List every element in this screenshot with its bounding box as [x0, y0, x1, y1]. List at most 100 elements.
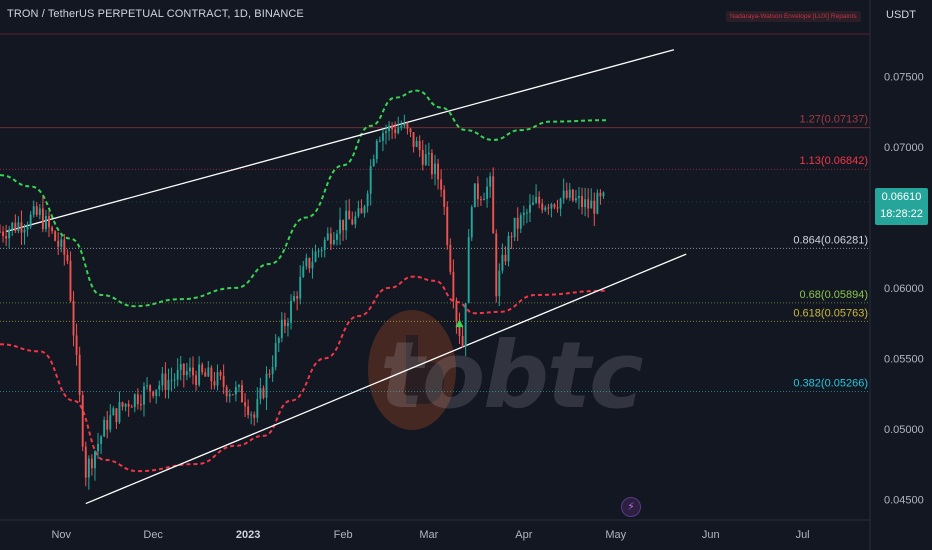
- candle-body: [323, 239, 326, 250]
- upper-envelope: [0, 89, 607, 308]
- candle-body: [97, 443, 99, 452]
- candle-body: [244, 402, 247, 407]
- candle-body: [565, 190, 568, 198]
- candle-body: [483, 198, 485, 200]
- candle-body: [430, 152, 433, 175]
- candle-body: [5, 236, 8, 239]
- candle-body: [513, 217, 516, 238]
- candle-body: [54, 231, 57, 241]
- candle-body: [2, 231, 5, 237]
- candle-body: [467, 237, 470, 304]
- candle-body: [538, 196, 541, 204]
- candle-body: [158, 385, 161, 390]
- candle-body: [354, 216, 357, 225]
- candle-body: [412, 132, 415, 147]
- candle-body: [161, 373, 164, 386]
- candle-body: [139, 404, 142, 406]
- candle-body: [516, 217, 519, 229]
- candle-body: [299, 276, 302, 299]
- candle-body: [143, 386, 145, 405]
- candle-body: [90, 458, 93, 469]
- candle-body: [179, 363, 182, 370]
- candle-body: [136, 394, 139, 405]
- candle-body: [185, 371, 188, 376]
- candle-body: [222, 375, 225, 387]
- y-tick-label: 0.05500: [884, 353, 924, 365]
- currency-label[interactable]: USDT: [886, 9, 916, 21]
- candle-body: [14, 222, 17, 232]
- candle-body: [38, 208, 41, 215]
- symbol-header[interactable]: TRON / TetherUS PERPETUAL CONTRACT, 1D, …: [7, 8, 304, 20]
- candle-body: [45, 215, 47, 230]
- candle-body: [489, 176, 492, 187]
- lightning-bolt-icon[interactable]: ⚡: [621, 497, 641, 517]
- candle-body: [293, 295, 296, 301]
- indicator-badge[interactable]: Nadaraya-Watson Envelope [LUX] Repaints: [726, 11, 861, 22]
- candle-body: [29, 214, 32, 227]
- candle-body: [342, 219, 345, 231]
- candle-body: [326, 233, 329, 240]
- y-tick-label: 0.05000: [884, 424, 924, 436]
- candle-body: [146, 385, 148, 387]
- lower-channel-line: [85, 253, 687, 505]
- candle-body: [504, 254, 507, 262]
- candle-body: [302, 266, 305, 277]
- candle-body: [357, 208, 360, 217]
- candle-body: [11, 222, 14, 230]
- candle-body: [339, 219, 341, 234]
- candle-body: [599, 192, 602, 197]
- x-tick-label: Jun: [702, 529, 720, 541]
- candle-body: [593, 200, 596, 214]
- candle-body: [317, 250, 320, 252]
- candle-body: [311, 261, 314, 269]
- candle-body: [216, 372, 219, 386]
- x-tick-label: Apr: [515, 529, 532, 541]
- candle-body: [115, 408, 118, 423]
- candle-body: [596, 192, 599, 214]
- candle-body: [406, 123, 409, 129]
- candle-body: [48, 215, 50, 228]
- x-tick-label: Dec: [143, 529, 163, 541]
- candle-body: [103, 419, 106, 437]
- fib-level-label: 1.13(0.06842): [800, 155, 869, 167]
- candle-body: [320, 249, 323, 251]
- candle-body: [305, 258, 308, 267]
- candle-body: [250, 414, 253, 416]
- candle-body: [195, 375, 198, 385]
- candle-body: [556, 207, 559, 209]
- candle-body: [495, 233, 498, 297]
- y-tick-label: 0.07500: [884, 72, 924, 84]
- candle-body: [247, 406, 250, 416]
- candle-body: [237, 385, 240, 387]
- candle-body: [17, 222, 20, 232]
- x-tick-label: Mar: [419, 529, 438, 541]
- candle-body: [440, 179, 443, 190]
- y-tick-label: 0.06000: [884, 283, 924, 295]
- candle-body: [455, 300, 458, 322]
- candle-body: [253, 414, 256, 418]
- candle-body: [366, 193, 369, 207]
- candle-body: [394, 129, 397, 134]
- candle-body: [256, 399, 259, 418]
- last-price-tag: 0.06610 18:28:22: [875, 188, 928, 225]
- candle-body: [369, 165, 372, 194]
- candle-body: [20, 222, 23, 233]
- fib-level-label: 0.382(0.05266): [793, 377, 868, 389]
- candle-body: [75, 335, 78, 355]
- candle-body: [234, 386, 237, 395]
- candle-body: [60, 239, 63, 247]
- candle-body: [26, 226, 29, 230]
- candle-body: [133, 394, 136, 408]
- candle-body: [381, 133, 384, 141]
- candle-body: [268, 373, 271, 375]
- candle-body: [164, 373, 167, 391]
- last-price-value: 0.06610: [881, 191, 922, 203]
- candle-body: [578, 196, 580, 199]
- candle-body: [378, 140, 381, 142]
- candle-body: [155, 389, 158, 396]
- candle-body: [127, 403, 130, 407]
- candle-body: [581, 196, 583, 208]
- candle-body: [219, 372, 222, 376]
- candle-body: [66, 254, 69, 261]
